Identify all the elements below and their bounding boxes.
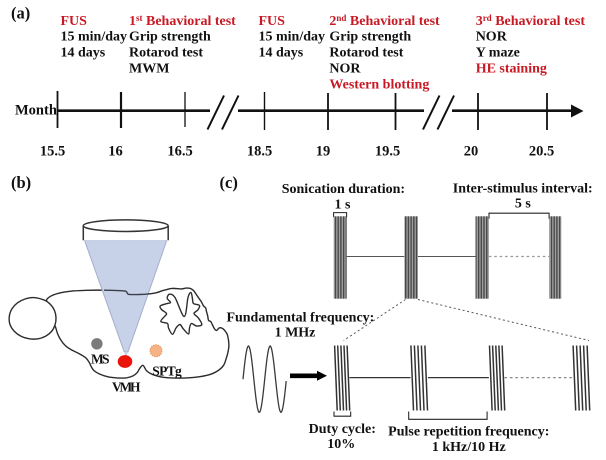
svg-text:MWM: MWM — [129, 62, 169, 77]
svg-text:14 days: 14 days — [259, 46, 304, 61]
svg-text:15.5: 15.5 — [40, 144, 65, 160]
svg-text:Month: Month — [15, 103, 57, 119]
svg-text:(c): (c) — [220, 173, 238, 192]
svg-text:VMH: VMH — [112, 379, 141, 394]
svg-text:3rd Behavioral test: 3rd Behavioral test — [476, 13, 586, 29]
svg-text:15 min/day: 15 min/day — [61, 30, 128, 45]
svg-text:Pulse repetition frequency:: Pulse repetition frequency: — [388, 425, 549, 440]
svg-text:1st Behavioral test: 1st Behavioral test — [129, 13, 236, 29]
svg-text:NOR: NOR — [329, 62, 361, 77]
svg-text:15 min/day: 15 min/day — [259, 30, 326, 45]
svg-text:1 MHz: 1 MHz — [275, 326, 316, 341]
svg-text:HE staining: HE staining — [476, 62, 547, 77]
svg-text:2nd Behavioral test: 2nd Behavioral test — [329, 13, 440, 29]
svg-text:Grip strength: Grip strength — [129, 30, 211, 45]
svg-text:Rotarod test: Rotarod test — [329, 46, 403, 61]
svg-text:Sonication duration:: Sonication duration: — [282, 182, 405, 197]
svg-text:MS: MS — [91, 351, 110, 366]
svg-text:Rotarod test: Rotarod test — [129, 46, 203, 61]
svg-text:Y maze: Y maze — [476, 46, 520, 61]
svg-text:Duty cycle:: Duty cycle: — [309, 422, 376, 437]
svg-text:Fundamental frequency:: Fundamental frequency: — [226, 311, 374, 326]
svg-text:16.5: 16.5 — [167, 144, 192, 160]
svg-text:5 s: 5 s — [515, 197, 532, 212]
svg-text:1 kHz/10 Hz: 1 kHz/10 Hz — [432, 440, 506, 455]
svg-text:18.5: 18.5 — [247, 144, 272, 160]
svg-text:Inter-stimulus interval:: Inter-stimulus interval: — [453, 182, 593, 197]
svg-text:FUS: FUS — [61, 14, 88, 29]
svg-text:SPTg: SPTg — [152, 364, 182, 379]
svg-text:Western blotting: Western blotting — [329, 77, 429, 92]
svg-text:20: 20 — [464, 144, 479, 160]
svg-text:(b): (b) — [11, 173, 31, 192]
svg-text:16: 16 — [108, 144, 123, 160]
svg-text:19: 19 — [316, 144, 331, 160]
svg-text:20.5: 20.5 — [529, 144, 554, 160]
svg-text:14 days: 14 days — [61, 46, 106, 61]
svg-text:NOR: NOR — [476, 30, 508, 45]
svg-text:10%: 10% — [327, 437, 355, 452]
svg-text:Grip strength: Grip strength — [329, 30, 411, 45]
svg-text:1 s: 1 s — [335, 197, 352, 212]
svg-text:(a): (a) — [11, 4, 30, 23]
svg-text:19.5: 19.5 — [375, 144, 400, 160]
svg-text:FUS: FUS — [259, 14, 286, 29]
